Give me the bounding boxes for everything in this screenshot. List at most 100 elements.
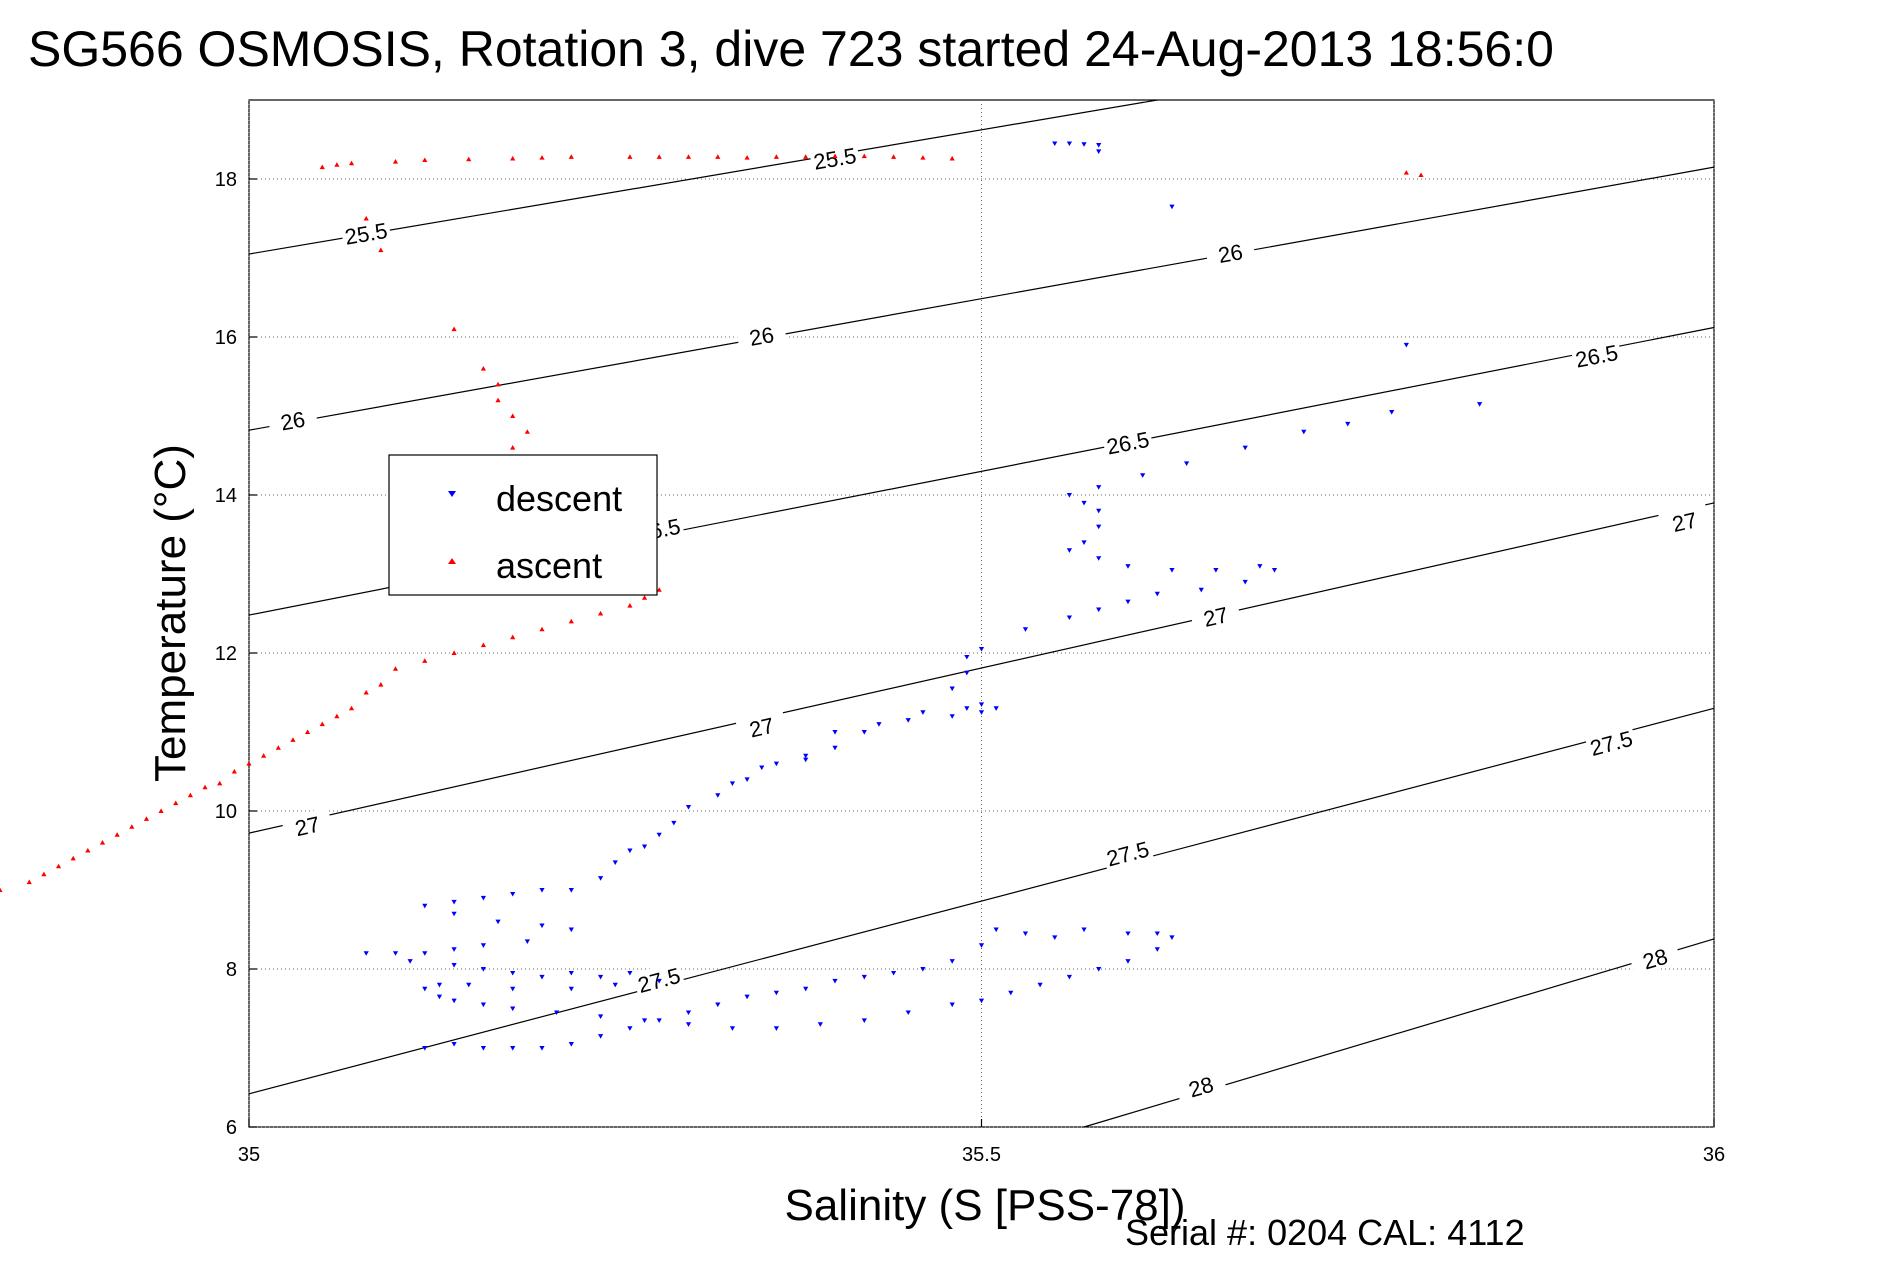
data-point-descent: [1066, 141, 1072, 147]
data-point-descent: [568, 986, 574, 992]
data-point-descent: [964, 706, 970, 711]
data-point-descent: [568, 970, 574, 976]
data-point-descent: [861, 1018, 867, 1023]
data-point-descent: [1198, 587, 1204, 593]
data-point-descent: [1022, 627, 1029, 632]
data-point-descent: [1169, 568, 1175, 573]
contour-label-bg: [735, 709, 788, 744]
data-point-descent: [803, 757, 809, 763]
data-point-ascent: [627, 603, 633, 608]
data-point-descent: [1008, 990, 1014, 996]
data-point-ascent: [641, 595, 648, 600]
data-point-descent: [1066, 548, 1072, 553]
data-point-descent: [422, 951, 428, 956]
data-point-ascent: [70, 855, 76, 861]
contour-label-bg: [1101, 834, 1154, 871]
data-point-ascent: [466, 156, 472, 162]
data-point-ascent: [392, 666, 399, 671]
contour-label: 27: [1201, 602, 1230, 632]
data-point-descent: [876, 722, 882, 727]
data-point-descent: [363, 951, 369, 956]
y-tick-label: 16: [215, 327, 237, 349]
data-point-descent: [1257, 564, 1263, 569]
data-point-descent: [1096, 556, 1102, 561]
data-point-descent: [905, 718, 911, 723]
data-point-descent: [451, 947, 457, 952]
data-point-ascent: [378, 682, 384, 687]
contour-label-bg: [1189, 598, 1242, 633]
data-point-descent: [1096, 607, 1102, 613]
legend-label-descent: descent: [496, 478, 622, 519]
data-point-ascent: [598, 610, 604, 616]
data-point-ascent: [861, 153, 867, 159]
contour-label: 27: [747, 713, 776, 743]
data-point-ascent: [568, 618, 574, 624]
contour-label-bg: [1658, 503, 1711, 538]
data-point-descent: [1242, 579, 1248, 585]
legend-box: [388, 454, 658, 596]
data-point-ascent: [656, 587, 662, 592]
data-point-descent: [832, 978, 838, 984]
data-point-descent: [1389, 410, 1395, 415]
data-point-descent: [510, 970, 516, 976]
data-point-descent: [1096, 508, 1102, 514]
data-point-descent: [1125, 959, 1131, 964]
data-point-descent: [1081, 500, 1087, 506]
data-point-descent: [1403, 342, 1409, 348]
data-point-descent: [861, 730, 867, 735]
contour-label: 26: [747, 322, 776, 351]
data-point-descent: [1096, 149, 1102, 154]
x-tick-label: 35: [238, 1144, 260, 1166]
data-point-descent: [1213, 568, 1219, 573]
contour-label-bg: [1174, 1067, 1228, 1104]
y-tick-label: 10: [215, 801, 237, 823]
data-point-descent: [451, 963, 457, 968]
data-point-descent: [1477, 402, 1483, 407]
data-point-descent: [1081, 142, 1087, 147]
contour-label-bg: [340, 216, 392, 249]
data-point-descent: [422, 903, 428, 909]
data-point-ascent: [41, 871, 47, 877]
data-point-descent: [451, 911, 457, 917]
y-tick-label: 12: [215, 643, 237, 665]
data-point-ascent: [627, 154, 633, 159]
data-point-descent: [685, 1022, 692, 1027]
data-point-descent: [832, 730, 838, 735]
legend-ascent-marker: [448, 558, 456, 564]
data-point-descent: [685, 805, 692, 810]
data-point-descent: [598, 974, 604, 980]
data-point-descent: [392, 951, 399, 956]
data-point-descent: [1052, 935, 1058, 940]
data-point-ascent: [539, 626, 545, 632]
data-point-ascent: [319, 164, 325, 170]
data-point-descent: [510, 1046, 516, 1051]
data-point-descent: [436, 994, 443, 1000]
plot-area: 25.525.526262626.526.526.52727272727.527…: [0, 99, 1725, 1166]
data-point-ascent: [363, 689, 369, 695]
data-point-descent: [627, 1026, 633, 1031]
data-point-descent: [1081, 927, 1087, 933]
data-point-descent: [1169, 935, 1175, 940]
data-point-ascent: [422, 157, 428, 163]
data-point-descent: [978, 943, 985, 948]
data-point-ascent: [26, 879, 32, 885]
data-point-descent: [510, 986, 516, 992]
data-point-descent: [1125, 564, 1131, 569]
data-point-ascent: [129, 824, 135, 829]
data-point-descent: [803, 986, 809, 992]
data-point-ascent: [524, 429, 530, 434]
data-point-ascent: [685, 154, 692, 159]
data-point-descent: [656, 978, 662, 984]
data-point-ascent: [348, 160, 355, 166]
data-point-ascent: [568, 154, 574, 159]
data-point-descent: [1022, 931, 1029, 937]
data-point-descent: [480, 1046, 486, 1051]
data-point-descent: [480, 1002, 486, 1008]
data-point-descent: [1140, 473, 1146, 478]
data-point-descent: [729, 781, 736, 786]
data-point-descent: [891, 970, 897, 976]
data-point-descent: [539, 1046, 545, 1051]
data-point-ascent: [114, 832, 120, 837]
data-point-descent: [759, 765, 765, 771]
data-point-descent: [568, 888, 574, 893]
